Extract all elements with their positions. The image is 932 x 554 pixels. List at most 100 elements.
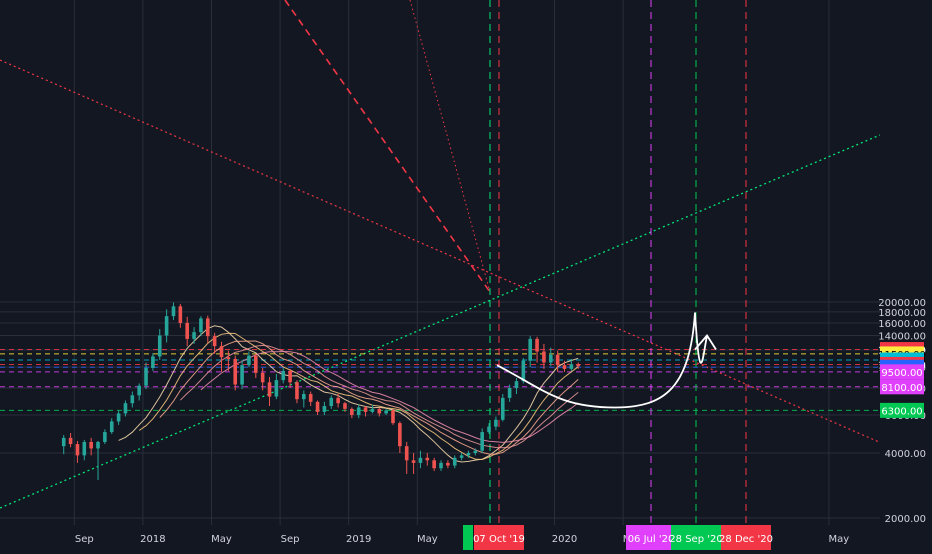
candle-body-6 (103, 432, 107, 442)
price-axis-bg (880, 0, 932, 550)
candle-body-71 (548, 354, 553, 363)
candle-body-52 (418, 457, 423, 463)
candle-body-39 (329, 397, 334, 407)
candle-body-53 (425, 457, 430, 461)
date-marker-label-2: 28 Sep '20 (669, 534, 722, 545)
level-label-bg-6 (880, 379, 924, 395)
candle-body-5 (96, 441, 100, 449)
time-tick-4: 2019 (346, 534, 371, 545)
price-tick-7: 16000.00 (878, 319, 926, 330)
candle-body-13 (151, 356, 155, 368)
candle-body-67 (521, 360, 526, 382)
steep-trendline-dotted (409, 0, 491, 293)
date-marker-label-3: 28 Dec '20 (719, 534, 773, 545)
candle-body-14 (157, 335, 162, 357)
date-marker-bg-1 (626, 525, 676, 550)
candle-body-58 (459, 455, 464, 458)
time-tick-6: 2020 (552, 534, 577, 545)
candle-body-34 (295, 382, 299, 400)
ma-line-4 (200, 350, 579, 443)
candle-body-7 (109, 421, 114, 433)
candle-body-4 (89, 441, 93, 449)
date-marker-bg-0 (474, 525, 524, 550)
candle-body-56 (446, 462, 450, 466)
candle-body-74 (569, 364, 574, 369)
level-label-6: 8100.00 (881, 383, 922, 394)
price-tick-0: 2000.00 (885, 514, 926, 525)
candle-body-28 (254, 355, 258, 373)
time-tick-8: May (829, 534, 850, 545)
candle-body-41 (343, 403, 347, 409)
candle-body-19 (192, 332, 196, 339)
candle-body-36 (308, 394, 313, 402)
vertical-markers (489, 0, 747, 525)
candle-body-27 (247, 355, 251, 366)
candle-body-54 (432, 460, 436, 469)
level-label-bg-5 (880, 364, 924, 380)
candle-body-3 (82, 441, 87, 456)
date-marker-bg-3 (721, 525, 771, 550)
level-label-bg-7 (880, 402, 924, 418)
time-tick-5: May (417, 534, 438, 545)
candle-body-73 (562, 365, 567, 369)
candle-body-69 (535, 338, 539, 352)
projection-path (496, 312, 717, 409)
candle-body-38 (322, 406, 327, 412)
projection-curve (496, 312, 708, 409)
price-tick-6: 14000.00 (878, 331, 926, 342)
level-label-5: 9500.00 (881, 368, 922, 379)
candle-body-18 (185, 322, 189, 339)
date-marker-bg-2 (671, 525, 721, 550)
time-tick-1: 2018 (140, 534, 165, 545)
candle-body-2 (75, 444, 80, 456)
candle-body-70 (542, 351, 546, 363)
ma-line-2 (159, 340, 579, 455)
candle-body-0 (61, 437, 66, 447)
candle-body-64 (500, 397, 505, 420)
candle-body-16 (171, 306, 176, 317)
candle-body-60 (473, 450, 478, 453)
candle-body-23 (219, 346, 224, 358)
candle-body-22 (212, 336, 217, 347)
now-marker-bg (463, 525, 473, 550)
date-labels: Sep2018MaySep2019May2020MayMay07 Oct '19… (0, 525, 932, 550)
candle-body-10 (130, 395, 135, 404)
ma-line-3 (179, 344, 579, 449)
candle-body-57 (452, 457, 457, 466)
candle-body-59 (466, 453, 471, 456)
candle-body-47 (384, 410, 388, 414)
candle-body-51 (411, 460, 416, 463)
candle-body-62 (487, 426, 491, 433)
price-labels: 12050.0011500.0010777.0010278.009975.689… (878, 342, 926, 418)
candle-body-12 (144, 367, 148, 386)
candle-body-1 (68, 437, 73, 445)
candle-body-50 (404, 446, 409, 461)
candle-body-68 (528, 338, 532, 361)
date-marker-label-1: 06 Jul '20 (628, 534, 675, 545)
price-axis: 2000.004000.006000.008000.0010000.001200… (878, 0, 932, 550)
candle-body-48 (391, 410, 395, 424)
candle-body-75 (576, 364, 581, 367)
candle-body-17 (178, 306, 183, 323)
candle-body-43 (356, 407, 361, 415)
candle-body-9 (123, 403, 128, 414)
level-label-7: 6300.00 (881, 406, 922, 417)
candle-body-32 (281, 370, 286, 381)
candle-body-63 (494, 419, 498, 427)
candle-body-29 (260, 372, 265, 383)
candle-body-15 (164, 316, 169, 336)
price-tick-9: 20000.00 (878, 298, 926, 309)
horizontal-levels (0, 349, 880, 411)
candle-body-35 (302, 394, 306, 400)
candle-body-55 (439, 462, 443, 469)
candle-body-40 (336, 397, 340, 404)
candle-body-46 (377, 408, 382, 414)
candle-body-21 (205, 318, 210, 337)
price-tick-1: 4000.00 (885, 449, 926, 460)
ma-line-0 (118, 325, 579, 463)
time-tick-2: May (211, 534, 232, 545)
descending-trendline (0, 59, 932, 466)
